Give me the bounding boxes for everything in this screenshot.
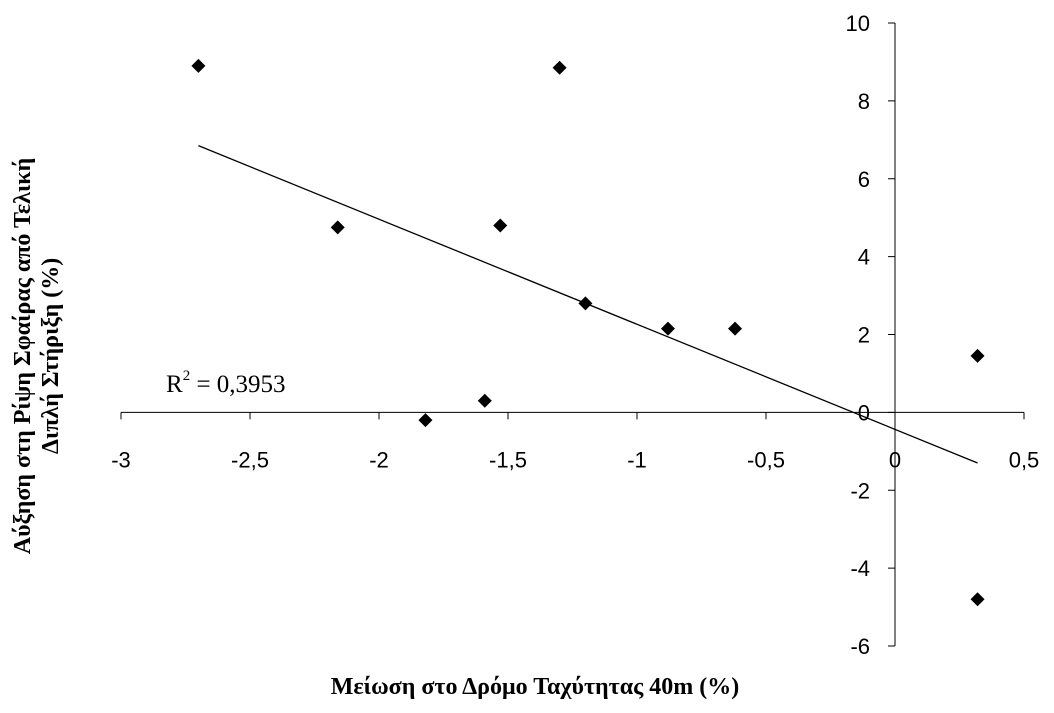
data-point xyxy=(970,592,985,607)
r-squared-superscript: 2 xyxy=(183,368,191,384)
data-point xyxy=(477,393,492,408)
x-tick-label: -0,5 xyxy=(747,447,785,472)
data-points xyxy=(191,58,985,607)
y-axis-title: Αύξηση στη Ρίψη Σφαίρας από Τελική Διπλή… xyxy=(10,158,64,555)
y-tick-label: 4 xyxy=(858,245,870,270)
x-tick-label: 0,5 xyxy=(1009,447,1040,472)
r-squared-base: R xyxy=(166,371,183,398)
data-point xyxy=(330,220,345,235)
data-point xyxy=(418,413,433,428)
y-tick-label: -4 xyxy=(850,556,870,581)
data-point xyxy=(578,296,593,311)
x-tick-label: -2 xyxy=(369,447,389,472)
data-point xyxy=(728,321,743,336)
data-point xyxy=(970,348,985,363)
data-point xyxy=(493,218,508,233)
x-tick-label: -1,5 xyxy=(489,447,527,472)
data-point xyxy=(191,58,206,73)
y-tick-label: 0 xyxy=(858,400,870,425)
data-point xyxy=(552,60,567,75)
y-axis-title-line1: Αύξηση στη Ρίψη Σφαίρας από Τελική xyxy=(10,158,36,555)
y-tick-label: 2 xyxy=(858,323,870,348)
r-squared-value: = 0,3953 xyxy=(190,371,285,398)
r-squared-label: R2 = 0,3953 xyxy=(166,368,286,398)
x-tick-label: -1 xyxy=(627,447,647,472)
x-tick-label: -2,5 xyxy=(231,447,269,472)
y-tick-label: 8 xyxy=(858,89,870,114)
x-ticks: -3 -2,5 -2 -1,5 -1 -0,5 0 0,5 xyxy=(111,412,1039,472)
axes: -3 -2,5 -2 -1,5 -1 -0,5 0 0,5 -6 -4 -2 0 2 4 6 8 10 xyxy=(111,11,1039,659)
x-axis-title: Μείωση στο Δρόμο Ταχύτητας 40m (%) xyxy=(331,674,739,700)
data-point xyxy=(660,321,675,336)
y-axis-title-line2: Διπλή Στήριξη (%) xyxy=(38,258,64,454)
y-tick-label: -6 xyxy=(850,634,870,659)
x-tick-label: 0 xyxy=(889,447,901,472)
y-tick-label: 10 xyxy=(846,11,870,36)
y-tick-label: 6 xyxy=(858,167,870,192)
x-tick-label: -3 xyxy=(111,447,131,472)
y-tick-label: -2 xyxy=(850,478,870,503)
y-ticks: -6 -4 -2 0 2 4 6 8 10 xyxy=(846,11,895,659)
